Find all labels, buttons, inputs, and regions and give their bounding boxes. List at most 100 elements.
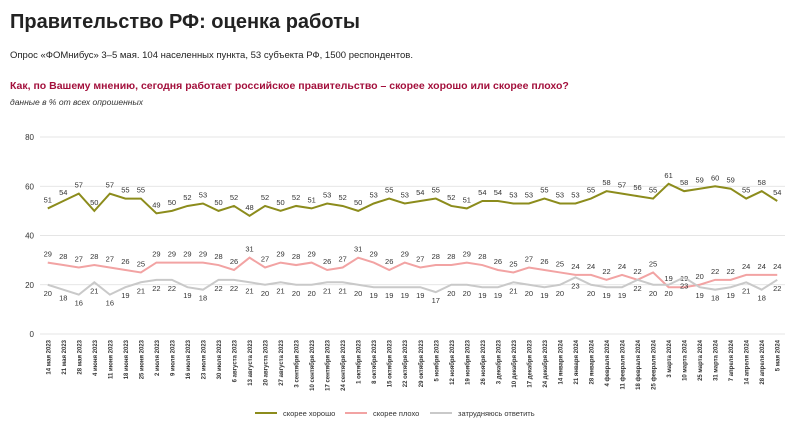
x-tick-label: 9 июля 2023	[170, 339, 176, 376]
data-label: 26	[385, 257, 393, 266]
x-tick-label: 12 ноября 2023	[449, 339, 456, 385]
data-label: 29	[183, 250, 191, 259]
data-label: 20	[664, 289, 672, 298]
data-label: 54	[494, 188, 502, 197]
data-label: 28	[214, 252, 222, 261]
data-label: 26	[540, 257, 548, 266]
data-label: 20	[292, 289, 300, 298]
data-label: 24	[587, 262, 595, 271]
data-label: 22	[727, 267, 735, 276]
y-tick-label: 80	[25, 133, 34, 142]
data-label: 27	[525, 255, 533, 264]
data-label: 20	[261, 289, 269, 298]
data-label: 19	[416, 291, 424, 300]
x-tick-label: 25 июня 2023	[139, 339, 145, 379]
data-label: 19	[602, 291, 610, 300]
data-label: 55	[649, 186, 657, 195]
data-label: 52	[338, 193, 346, 202]
data-label: 57	[75, 181, 83, 190]
data-label: 53	[525, 190, 533, 199]
x-tick-label: 17 декабря 2023	[526, 339, 533, 387]
x-tick-label: 15 октября 2023	[387, 339, 394, 387]
data-label: 28	[292, 252, 300, 261]
data-label: 20	[649, 289, 657, 298]
data-label: 21	[245, 286, 253, 295]
data-label: 53	[571, 190, 579, 199]
data-label: 24	[571, 262, 579, 271]
legend-label: скорее плохо	[373, 409, 419, 418]
data-label: 20	[447, 289, 455, 298]
data-label: 59	[727, 176, 735, 185]
data-label: 51	[463, 195, 471, 204]
data-label: 26	[230, 257, 238, 266]
data-label: 24	[742, 262, 750, 271]
data-label: 28	[59, 252, 67, 261]
data-label: 22	[602, 267, 610, 276]
x-tick-label: 5 мая 2024	[776, 339, 782, 371]
data-label: 19	[618, 291, 626, 300]
x-tick-label: 21 января 2024	[574, 339, 580, 384]
data-label: 27	[261, 255, 269, 264]
x-tick-label: 21 мая 2023	[62, 339, 68, 374]
x-tick-label: 19 ноября 2023	[464, 339, 471, 385]
data-label: 19	[494, 291, 502, 300]
x-tick-label: 13 августа 2023	[248, 339, 254, 385]
data-label: 53	[401, 190, 409, 199]
data-label: 25	[509, 259, 517, 268]
data-label: 51	[44, 195, 52, 204]
data-label: 61	[664, 171, 672, 180]
data-label: 20	[463, 289, 471, 298]
data-label: 24	[758, 262, 766, 271]
x-tick-label: 23 июля 2023	[201, 339, 207, 379]
x-tick-label: 7 апреля 2024	[729, 339, 735, 381]
x-tick-label: 18 июня 2023	[124, 339, 130, 379]
data-label: 54	[416, 188, 424, 197]
data-label: 51	[307, 195, 315, 204]
data-label: 22	[230, 284, 238, 293]
data-label: 52	[230, 193, 238, 202]
y-tick-label: 40	[25, 232, 34, 241]
data-label: 19	[401, 291, 409, 300]
x-tick-label: 16 июля 2023	[186, 339, 192, 379]
data-label: 59	[695, 176, 703, 185]
data-label: 53	[556, 190, 564, 199]
data-label: 50	[90, 198, 98, 207]
data-label: 58	[602, 178, 610, 187]
data-label: 55	[137, 186, 145, 195]
x-tick-label: 18 февраля 2024	[635, 339, 642, 390]
data-label: 55	[540, 186, 548, 195]
data-label: 54	[478, 188, 486, 197]
chart-title: Правительство РФ: оценка работы	[10, 11, 360, 33]
data-label: 21	[338, 286, 346, 295]
data-label: 52	[183, 193, 191, 202]
data-label: 21	[90, 286, 98, 295]
x-tick-label: 3 сентября 2023	[294, 339, 301, 387]
data-label: 53	[199, 190, 207, 199]
data-label: 50	[354, 198, 362, 207]
x-tick-label: 10 декабря 2023	[511, 339, 518, 387]
data-label: 27	[106, 255, 114, 264]
data-label: 18	[59, 294, 67, 303]
data-label: 29	[463, 250, 471, 259]
data-label: 19	[540, 291, 548, 300]
data-label: 22	[633, 267, 641, 276]
data-label: 55	[742, 186, 750, 195]
data-label: 16	[106, 299, 114, 308]
data-label: 18	[758, 294, 766, 303]
data-label: 27	[416, 255, 424, 264]
x-tick-label: 31 марта 2024	[714, 339, 720, 381]
x-tick-label: 17 сентября 2023	[325, 339, 332, 391]
x-tick-label: 11 февраля 2024	[620, 339, 627, 389]
data-label: 58	[758, 178, 766, 187]
x-tick-label: 28 апреля 2024	[760, 339, 766, 384]
data-label: 52	[447, 193, 455, 202]
data-label: 20	[695, 272, 703, 281]
question: Как, по Вашему мнению, сегодня работает …	[10, 80, 569, 92]
x-tick-label: 1 октября 2023	[356, 339, 363, 384]
data-label: 20	[354, 289, 362, 298]
x-tick-label: 8 октября 2023	[371, 339, 378, 384]
data-label: 24	[773, 262, 781, 271]
data-label: 57	[618, 181, 626, 190]
x-tick-label: 10 марта 2024	[683, 339, 689, 381]
x-tick-label: 29 октября 2023	[418, 339, 425, 387]
